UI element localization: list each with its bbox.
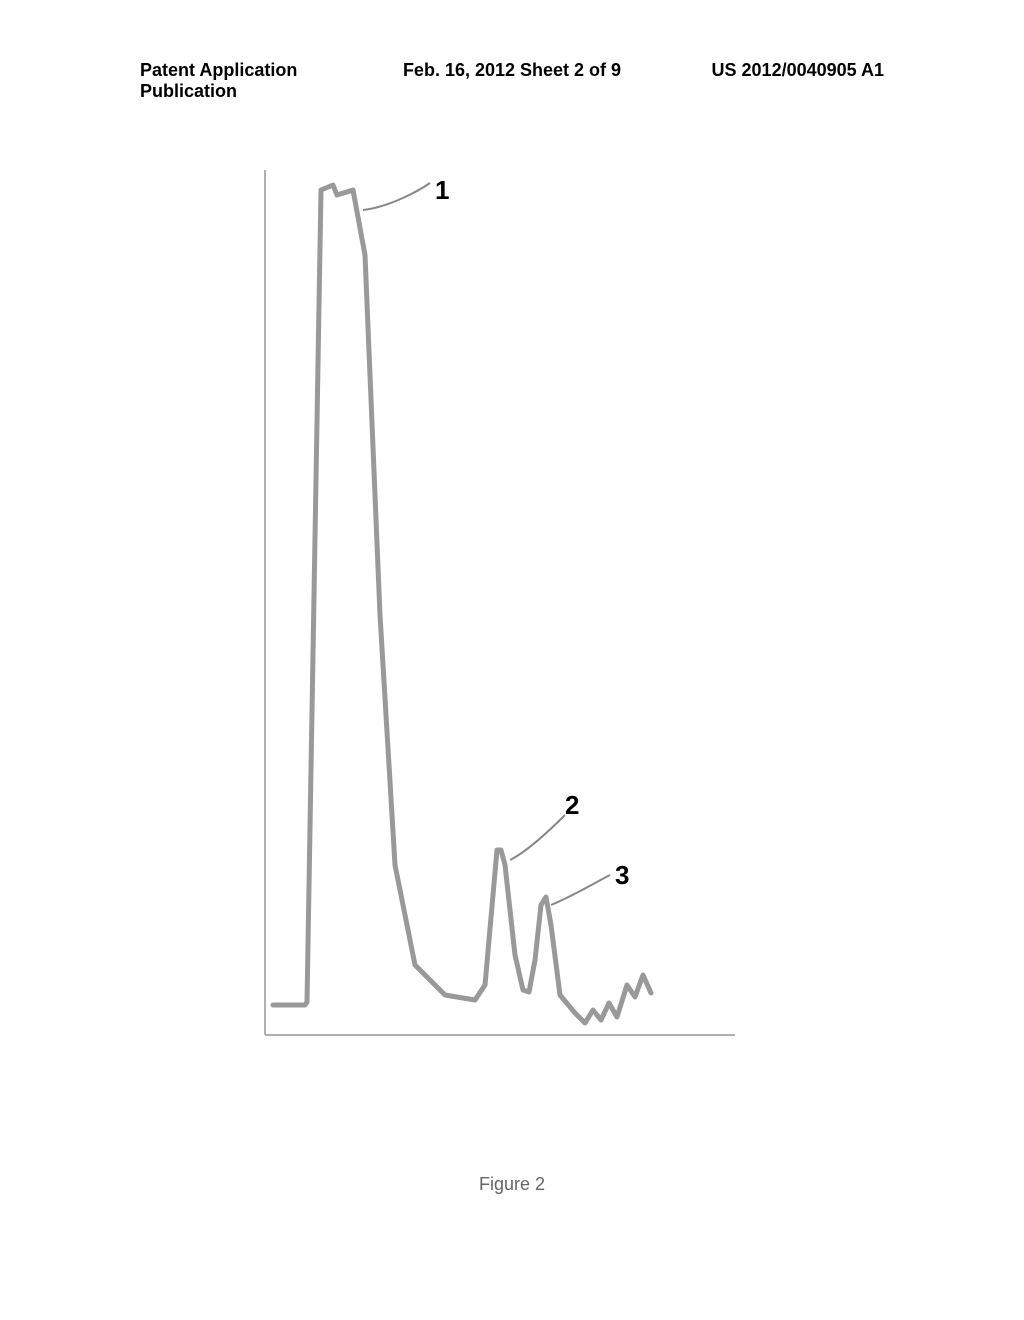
peak-label-3: 3 bbox=[615, 860, 629, 891]
chromatogram-trace bbox=[273, 185, 651, 1023]
chart-svg bbox=[245, 165, 745, 1075]
header-date-sheet: Feb. 16, 2012 Sheet 2 of 9 bbox=[388, 60, 636, 102]
leader-line-2 bbox=[510, 815, 565, 860]
leader-line-1 bbox=[363, 183, 430, 210]
chromatogram-chart: 1 2 3 bbox=[245, 165, 745, 1075]
header-publication-type: Patent Application Publication bbox=[140, 60, 388, 102]
peak-label-1: 1 bbox=[435, 175, 449, 206]
peak-label-2: 2 bbox=[565, 790, 579, 821]
leader-line-3 bbox=[551, 875, 610, 905]
figure-caption: Figure 2 bbox=[0, 1174, 1024, 1195]
page-header: Patent Application Publication Feb. 16, … bbox=[0, 60, 1024, 102]
header-patent-number: US 2012/0040905 A1 bbox=[636, 60, 884, 102]
